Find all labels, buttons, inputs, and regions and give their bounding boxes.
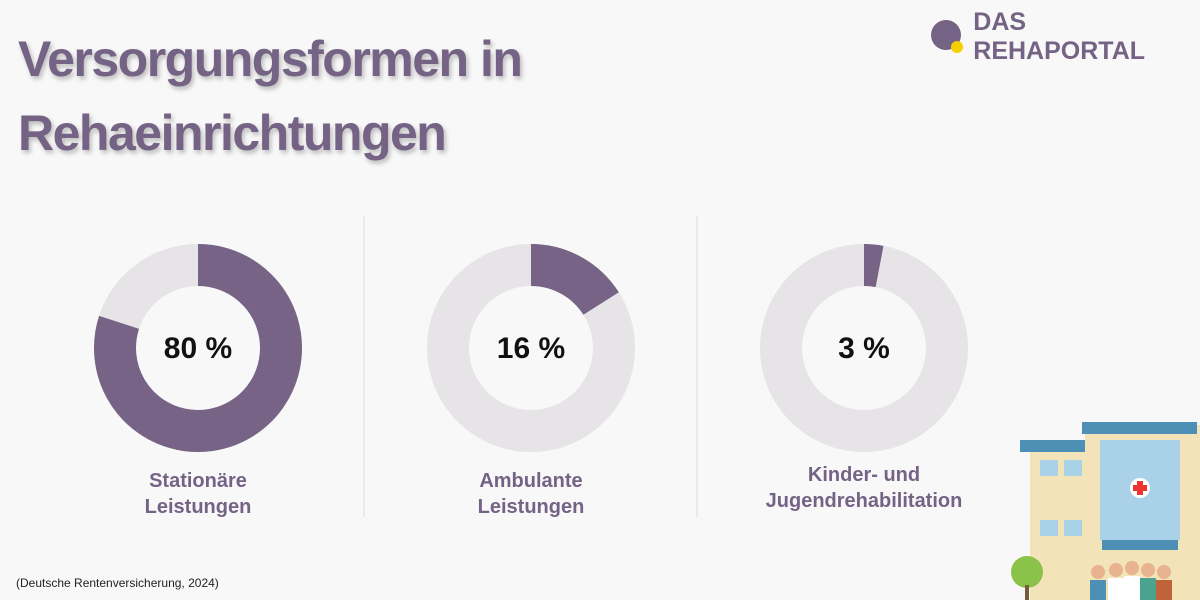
value-label: 80 % [164, 332, 232, 365]
chart-label: Stationäre Leistungen [144, 470, 252, 518]
chart-label: Kinder- und Jugendrehabilitation [765, 464, 963, 512]
donut-segment [94, 244, 302, 452]
donut-segment [863, 244, 884, 288]
value-label: 3 % [838, 332, 890, 365]
logo: DAS REHAPORTAL [930, 8, 1200, 66]
hospital-illustration [1011, 422, 1200, 600]
title: Versorgungsformen in Rehaeinrichtungen [18, 31, 523, 161]
logo-text: DAS REHAPORTAL [973, 8, 1146, 65]
chart-label: Ambulante Leistungen [477, 470, 585, 518]
source: (Deutsche Rentenversicherung, 2024) [16, 576, 219, 590]
donut-segment [530, 244, 619, 316]
value-label: 16 % [497, 332, 565, 365]
logo-icon [931, 20, 963, 53]
